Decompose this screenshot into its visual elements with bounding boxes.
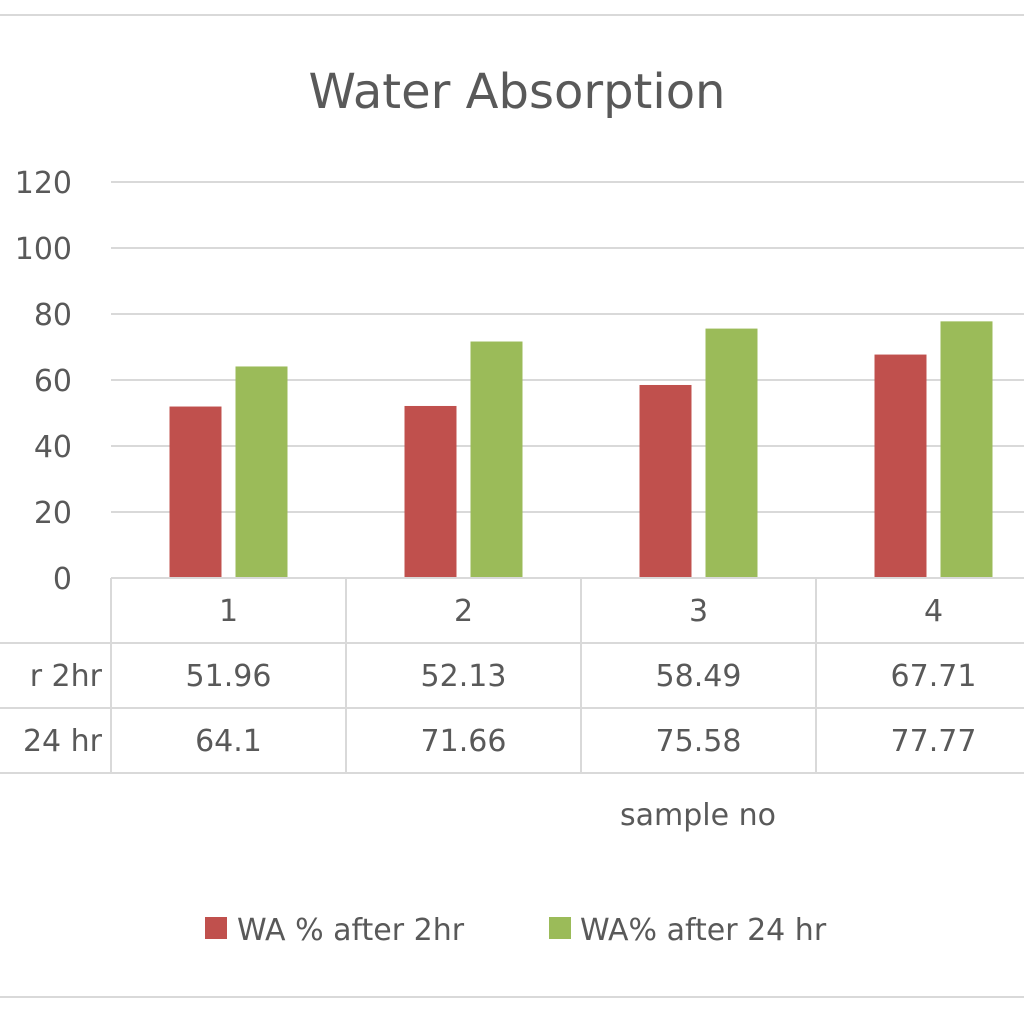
chart-title: Water Absorption	[309, 64, 726, 120]
table-cell-value: 71.66	[421, 724, 507, 759]
data-table: 1 2 3 4 r 2hr 24 hr 51.96 52.13 58.49 67.71 64.1 7…	[0, 577, 1024, 774]
legend-label: WA% after 24 hr	[580, 913, 827, 948]
y-tick-label: 100	[15, 232, 72, 267]
chart-top-border	[0, 14, 1024, 16]
x-tick-label: 2	[454, 594, 473, 629]
y-tick-label: 40	[34, 430, 72, 465]
legend-swatch	[205, 917, 227, 939]
x-axis-label: sample no	[620, 798, 776, 833]
table-row-label: 24 hr	[23, 724, 103, 759]
table-cell-value: 75.58	[656, 724, 742, 759]
bar-wa-2hr-sample-2	[404, 405, 457, 578]
table-cell-value: 51.96	[186, 659, 272, 694]
table-cell-value: 67.71	[891, 659, 977, 694]
x-tick-label: 4	[924, 594, 943, 629]
x-tick-label: 3	[689, 594, 708, 629]
y-tick-label: 120	[15, 166, 72, 201]
bar-wa-24hr-sample-3	[705, 328, 758, 578]
legend-swatch	[549, 917, 571, 939]
y-tick-label: 60	[34, 364, 72, 399]
y-tick-label: 20	[34, 496, 72, 531]
legend: WA % after 2hr WA% after 24 hr	[205, 913, 827, 948]
bar-wa-2hr-sample-3	[639, 384, 692, 578]
bar-wa-24hr-sample-2	[470, 341, 523, 578]
table-cell-value: 77.77	[891, 724, 977, 759]
y-axis-ticks: 0 20 40 60 80 100 120	[15, 166, 72, 597]
bar-wa-24hr-sample-1	[235, 366, 288, 578]
bar-wa-2hr-sample-4	[874, 354, 927, 578]
table-row-label: r 2hr	[30, 659, 103, 694]
y-tick-label: 80	[34, 298, 72, 333]
bar-wa-2hr-sample-1	[169, 406, 222, 578]
y-tick-label: 0	[53, 562, 72, 597]
chart-bottom-border	[0, 996, 1024, 998]
bars	[169, 321, 993, 578]
gridlines	[111, 181, 1024, 513]
table-cell-value: 58.49	[656, 659, 742, 694]
table-cell-value: 52.13	[421, 659, 507, 694]
x-tick-label: 1	[219, 594, 238, 629]
table-cell-value: 64.1	[195, 724, 262, 759]
legend-label: WA % after 2hr	[237, 913, 465, 948]
bar-wa-24hr-sample-4	[940, 321, 993, 578]
